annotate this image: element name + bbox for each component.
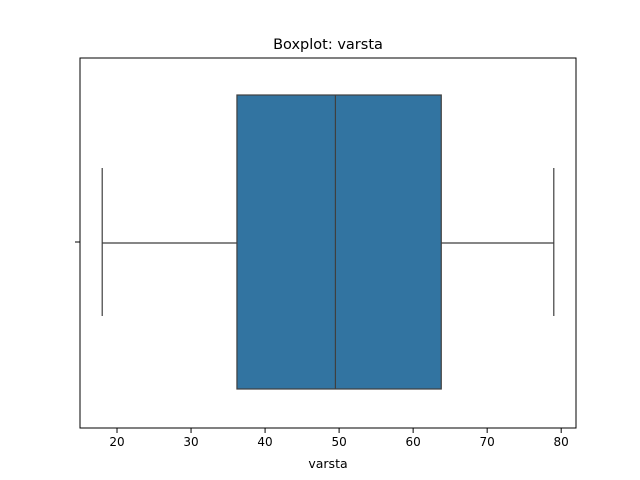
x-tick-label: 80 [554,435,569,449]
x-tick-label: 50 [331,435,346,449]
x-tick-label: 30 [183,435,198,449]
box-group [101,94,555,390]
x-tick-label: 20 [109,435,124,449]
plot-frame [79,57,577,429]
x-axis-label: varsta [308,456,347,471]
iqr-box [236,94,442,390]
x-axis: 20 30 40 50 60 70 80 [109,428,569,449]
x-tick-label: 70 [480,435,495,449]
x-tick-label: 60 [405,435,420,449]
chart-title: Boxplot: varsta [273,37,383,53]
plot-area [79,57,577,429]
x-tick-label: 40 [257,435,272,449]
